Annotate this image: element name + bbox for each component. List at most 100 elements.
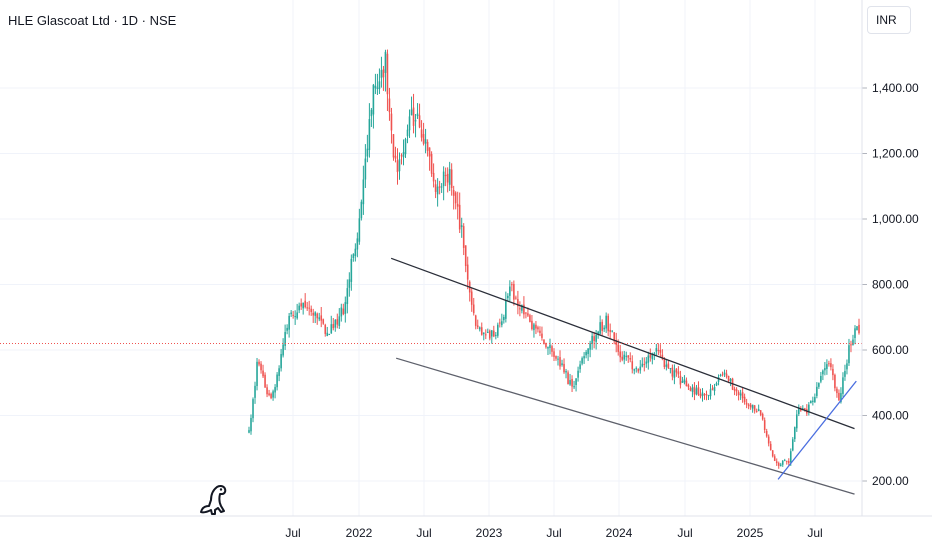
candle-body [272,391,274,398]
candle-body [647,355,650,363]
candle [531,314,533,331]
candle-body [406,129,409,137]
candle [336,313,339,329]
candle [810,400,812,404]
candle [408,109,411,138]
candle-body [404,138,407,155]
candle [390,107,393,144]
candle [683,375,686,385]
candle [665,359,668,371]
x-tick-label: Jul [546,526,561,540]
candle [667,360,670,370]
candle [501,313,503,328]
candle-body [478,327,481,330]
candle [519,301,521,317]
chart-title: HLE Glascoat Ltd · 1D · NSE [8,13,177,28]
candle-body [454,192,457,204]
candle [775,458,778,466]
candle [787,458,790,467]
candle [326,326,329,337]
candle [517,290,519,315]
candle-body [601,321,603,331]
candle [669,367,672,374]
candle [388,87,391,121]
candle [511,281,513,292]
candle-body [637,369,640,372]
candle-body [482,332,485,334]
candle-body [793,427,796,440]
candle-body [276,374,278,388]
candle [605,312,607,333]
candle-body [725,373,728,377]
candle-body [591,335,593,344]
candle-body [306,307,308,309]
candle-body [432,172,435,182]
candle-body [808,404,810,413]
candle [497,322,499,338]
candle [274,384,276,399]
candle [535,320,537,335]
candle-body [703,394,706,396]
candle [681,376,684,383]
candle-body [408,116,411,131]
candle-body [484,334,487,336]
candle-body [456,203,459,207]
candle [806,404,808,416]
candle-body [852,339,854,346]
candle-body [679,375,682,385]
x-tick-label: 2024 [606,526,633,540]
candle-body [466,264,469,280]
candle-body [254,385,256,398]
candle-body [400,155,403,157]
candle-body [783,460,786,462]
candle [424,128,427,154]
candle-body [798,407,800,414]
candle-body [256,361,258,387]
grid-layer [0,0,862,516]
currency-label: INR [876,13,897,27]
candle [795,409,798,432]
candle-body [348,279,351,288]
candle [250,414,252,435]
candle-body [476,325,479,328]
y-tick-label: 200.00 [872,474,909,488]
candle [621,351,624,362]
candle-body [573,386,575,388]
candle [406,124,409,144]
candle [816,382,818,399]
currency-selector[interactable]: INR [867,6,911,34]
candle-body [436,186,439,195]
candle [525,312,527,319]
candle [414,114,417,138]
candle-body [773,456,776,461]
candle [444,167,447,187]
candle [557,355,559,366]
candle-body [268,393,270,396]
candle [625,351,628,361]
candle [755,408,758,413]
candle-body [280,354,282,369]
dino-logo-icon[interactable] [198,481,232,517]
candle-body [597,331,599,335]
candle-body [396,160,399,173]
candle [464,245,467,273]
candle [749,402,752,410]
candle-body [611,330,613,332]
candle-body [412,107,415,126]
candle [856,326,858,331]
candle-body [571,378,573,387]
candle-body [623,354,626,360]
candle-body [557,358,559,360]
candle [268,389,270,397]
candle [308,300,310,316]
candle-body [368,119,371,151]
candle-body [486,331,489,333]
candle-body [621,356,624,360]
candle [460,217,463,238]
candle-body [298,305,300,311]
candle-body [777,463,780,466]
candle [603,325,605,332]
candle [703,393,706,400]
candle [649,348,652,362]
